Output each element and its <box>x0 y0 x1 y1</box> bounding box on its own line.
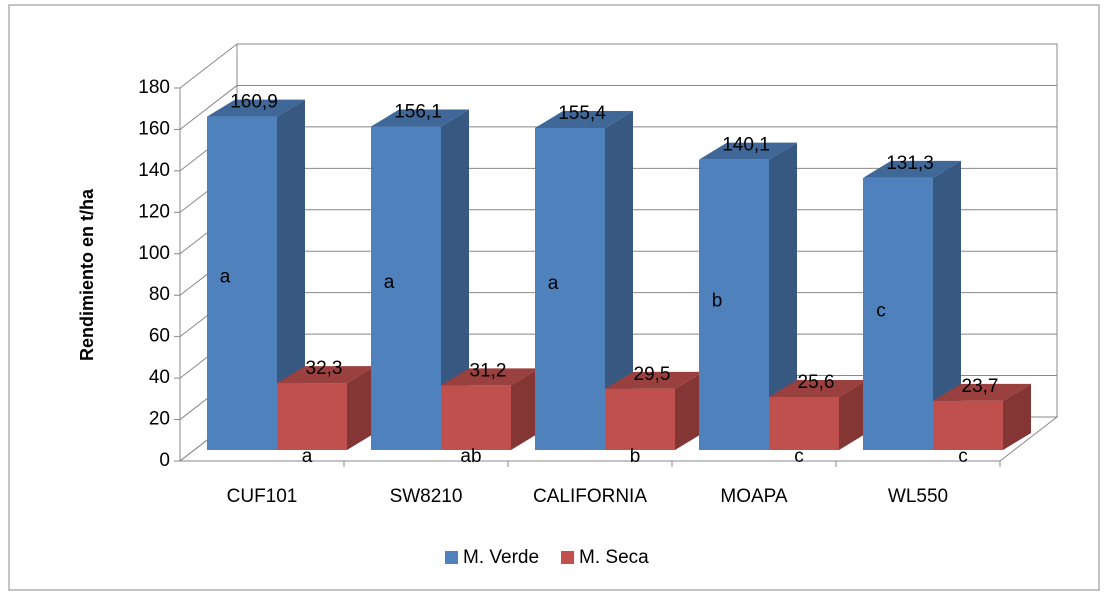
bar-top <box>769 379 867 397</box>
data-label: 29,5 <box>634 364 671 385</box>
bar-side <box>347 366 375 450</box>
y-tick-label: 0 <box>159 450 170 471</box>
bar-side <box>933 160 961 450</box>
legend-label: M. Verde <box>463 547 539 568</box>
y-tick-label: 100 <box>138 243 170 264</box>
bar-side <box>605 110 633 450</box>
significance-letter: a <box>220 267 231 288</box>
bar-top <box>535 110 633 128</box>
data-label: 156,1 <box>394 102 442 123</box>
data-label: 140,1 <box>722 135 770 156</box>
significance-letter: a <box>384 272 395 293</box>
bar <box>605 388 675 450</box>
bar-top <box>863 160 961 178</box>
legend-label: M. Seca <box>579 547 649 568</box>
x-tick-label: CALIFORNIA <box>533 486 647 507</box>
bar-top <box>933 383 1031 401</box>
bar-side <box>277 99 305 451</box>
significance-letter: c <box>958 446 968 467</box>
significance-letter: b <box>712 290 723 311</box>
data-label: 32,3 <box>306 358 343 379</box>
x-tick-label: MOAPA <box>720 486 788 507</box>
bar-top <box>277 366 375 384</box>
bar-top <box>371 109 469 127</box>
y-tick-label: 120 <box>138 201 170 222</box>
grid-line <box>179 43 238 89</box>
y-tick-label: 80 <box>149 284 170 305</box>
bar <box>277 383 347 450</box>
bar-side <box>839 379 867 450</box>
bar-top <box>441 368 539 386</box>
data-label: 31,2 <box>470 360 507 381</box>
bar-top <box>605 371 703 389</box>
significance-letter: c <box>876 300 886 321</box>
x-tick-label: WL550 <box>888 486 948 507</box>
y-tick-label: 160 <box>138 118 170 139</box>
significance-letter: b <box>630 446 641 467</box>
data-label: 131,3 <box>886 153 934 174</box>
bar-side <box>441 109 469 450</box>
bar <box>207 116 277 451</box>
bar <box>699 159 769 450</box>
bar-side <box>675 371 703 450</box>
bar-side <box>769 142 797 450</box>
significance-letter: a <box>548 273 559 294</box>
bar <box>441 385 511 450</box>
x-tick-label: CUF101 <box>227 486 298 507</box>
bar-top <box>699 142 797 160</box>
bar <box>769 396 839 450</box>
significance-letter: a <box>302 446 313 467</box>
y-tick-label: 20 <box>149 409 170 430</box>
grid-line <box>179 85 238 130</box>
data-label: 160,9 <box>230 92 278 113</box>
legend-swatch <box>445 551 458 564</box>
bar-side <box>1003 383 1031 450</box>
bar <box>863 177 933 450</box>
x-tick-label: SW8210 <box>390 486 463 507</box>
y-tick-label: 40 <box>149 367 170 388</box>
legend-swatch <box>561 551 575 564</box>
data-label: 25,6 <box>798 372 835 393</box>
y-tick-label: 60 <box>149 326 170 347</box>
bar-top <box>207 99 305 117</box>
y-tick-label: 140 <box>138 160 170 181</box>
y-axis-label: Rendimiento en t/ha <box>77 188 97 361</box>
y-tick-label: 180 <box>138 77 170 98</box>
data-label: 23,7 <box>962 376 999 397</box>
bar <box>933 400 1003 450</box>
significance-letter: c <box>794 446 804 467</box>
significance-letter: ab <box>460 446 481 467</box>
bar-side <box>511 368 539 450</box>
bar <box>371 126 441 450</box>
data-label: 155,4 <box>558 103 606 124</box>
bar <box>535 127 605 450</box>
